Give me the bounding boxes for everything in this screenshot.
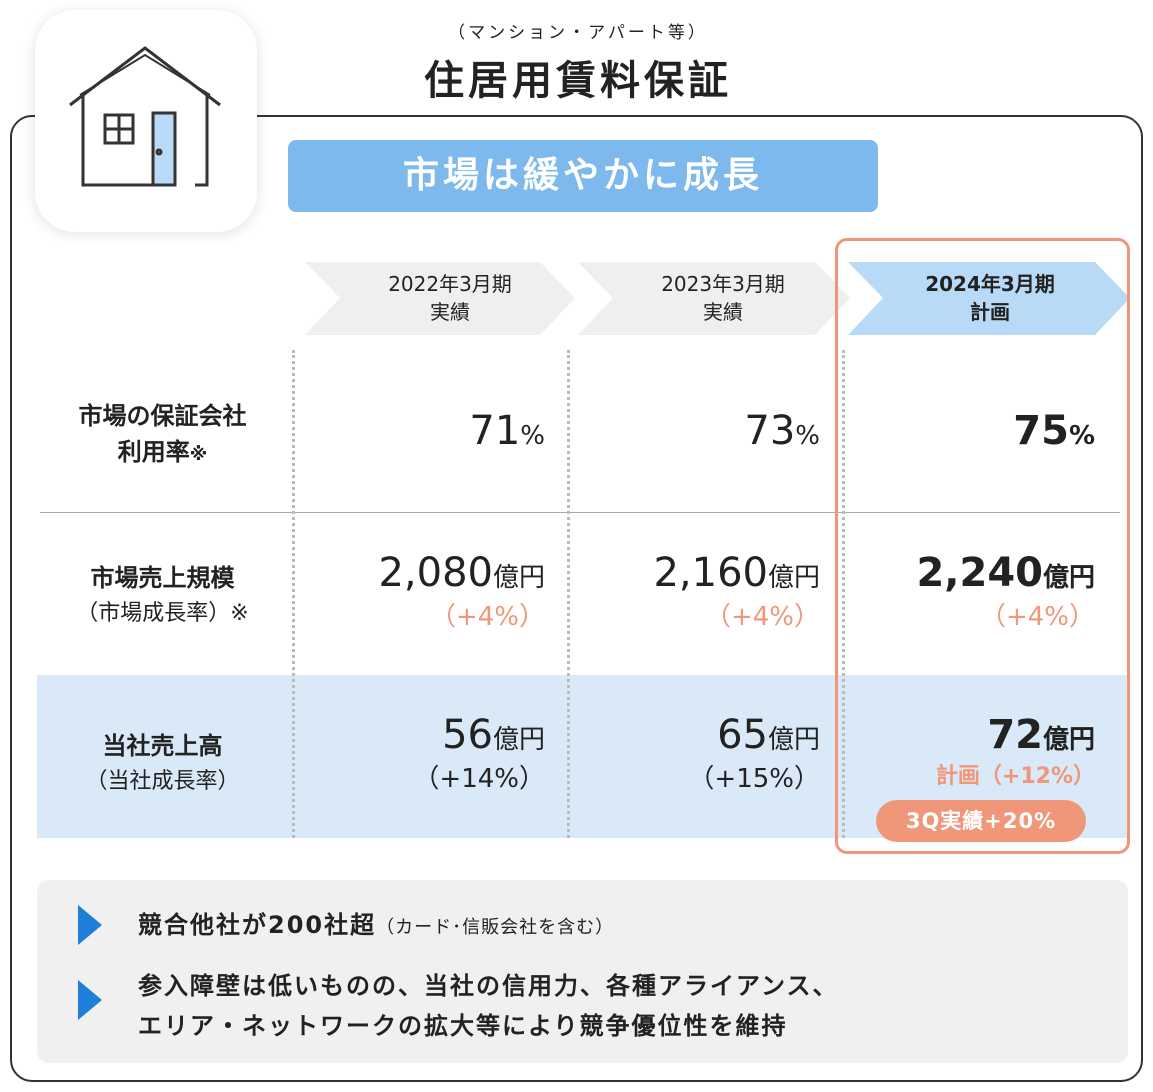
row-label: 市場の保証会社利用率※ <box>40 398 285 473</box>
label-line: 利用率 <box>117 438 190 466</box>
period: 2024年3月期 <box>925 272 1055 296</box>
growth: （+4%） <box>429 602 545 632</box>
unit: % <box>795 421 820 451</box>
note-line: 参入障壁は低いものの、当社の信用力、各種アライアンス、 <box>138 972 839 1000</box>
column-header: 2022年3月期 実績 <box>330 262 570 335</box>
unit: % <box>1068 421 1095 451</box>
cell: 56億円 （+14%） <box>295 712 545 795</box>
kind: 実績 <box>703 300 743 324</box>
row-label: 当社売上高 （当社成長率） <box>40 728 285 800</box>
banner: 市場は緩やかに成長 <box>288 140 878 212</box>
row-label: 市場売上規模 （市場成長率）※ <box>40 560 285 632</box>
dotted-line <box>842 350 845 838</box>
cell: 2,160億円 （+4%） <box>570 550 820 633</box>
period: 2022年3月期 <box>388 272 512 296</box>
label-sub: （当社成長率） <box>85 769 240 794</box>
bullet <box>78 980 102 1020</box>
unit: 億円 <box>767 563 820 593</box>
cell: 2,240億円 （+4%） <box>845 550 1095 633</box>
cell: 71% <box>295 408 545 454</box>
growth: （+15%） <box>688 764 820 794</box>
growth: （+4%） <box>979 602 1095 632</box>
title: 住居用賃料保証 <box>424 58 732 104</box>
value: 75 <box>1013 408 1069 454</box>
growth: （+4%） <box>704 602 820 632</box>
label-line: 市場の保証会社 <box>78 402 247 430</box>
house-svg <box>69 46 221 187</box>
value: 72 <box>987 712 1043 758</box>
unit: 億円 <box>767 725 820 755</box>
value: 2,080 <box>378 550 493 596</box>
kind: 計画 <box>970 300 1010 324</box>
chevrons <box>305 262 1130 335</box>
note-mark: ※ <box>189 444 208 465</box>
unit: 億円 <box>492 725 545 755</box>
unit: 億円 <box>1042 563 1095 593</box>
note-text: 競合他社が200社超 <box>138 911 377 939</box>
value: 2,160 <box>653 550 768 596</box>
note: 競合他社が200社超（カード･信販会社を含む） <box>138 905 614 948</box>
column-header: 2024年3月期 計画 <box>870 262 1110 335</box>
unit: % <box>520 421 545 451</box>
note-line: エリア・ネットワークの拡大等により競争優位性を維持 <box>138 1012 788 1040</box>
period: 2023年3月期 <box>661 272 785 296</box>
dotted-line <box>567 350 570 838</box>
bullet <box>78 905 102 945</box>
kind: 実績 <box>430 300 470 324</box>
cell: 72億円計画（+12%） <box>845 712 1095 790</box>
badge: 3Q実績+20% <box>876 800 1086 842</box>
row-divider <box>40 512 1120 513</box>
house-icon <box>35 10 257 232</box>
frame <box>10 115 1143 1082</box>
value: 2,240 <box>916 550 1043 596</box>
unit: 億円 <box>1042 725 1095 755</box>
note-aside: （カード･信販会社を含む） <box>376 917 615 938</box>
cell: 65億円 （+15%） <box>570 712 820 795</box>
unit: 億円 <box>492 563 545 593</box>
notes-box <box>37 880 1128 1063</box>
value: 71 <box>469 408 521 454</box>
growth: （+12%） <box>979 764 1095 789</box>
dotted-line <box>292 350 295 838</box>
value: 56 <box>442 712 493 758</box>
cell: 2,080億円 （+4%） <box>295 550 545 633</box>
subtitle: （マンション・アパート等） <box>448 23 708 43</box>
growth-prefix: 計画 <box>935 764 980 789</box>
label-sub: （市場成長率）※ <box>76 601 249 626</box>
cell: 75% <box>845 408 1095 454</box>
label-line: 当社売上高 <box>102 732 223 760</box>
label-line: 市場売上規模 <box>90 564 235 592</box>
cell: 73% <box>570 408 820 454</box>
note: 参入障壁は低いものの、当社の信用力、各種アライアンス、 エリア・ネットワークの拡大… <box>138 966 839 1046</box>
plan-highlight <box>835 238 1130 854</box>
growth: （+14%） <box>413 764 545 794</box>
value: 73 <box>744 408 796 454</box>
value: 65 <box>717 712 768 758</box>
column-header: 2023年3月期 実績 <box>603 262 843 335</box>
